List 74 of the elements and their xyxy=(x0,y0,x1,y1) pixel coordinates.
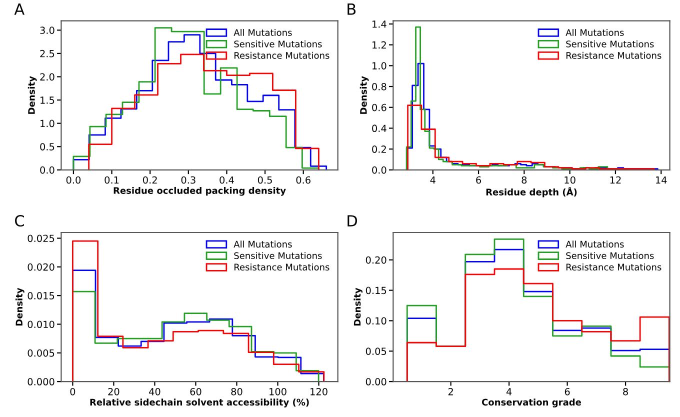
y-tick-label: 0.000 xyxy=(28,378,54,386)
y-tick-label: 0.4 xyxy=(372,124,386,132)
y-tick-label: 0.005 xyxy=(28,349,54,357)
legend-label: All Mutations xyxy=(234,240,292,248)
x-tick-label: 80 xyxy=(231,388,242,396)
legend-label: Resistance Mutations xyxy=(566,264,662,271)
chart-title: A xyxy=(14,4,24,15)
y-tick-label: 0.00 xyxy=(366,378,386,386)
x-axis-title: Relative sidechain solvent accessibility (%) xyxy=(90,398,309,408)
y-tick-label: 1.4 xyxy=(372,20,386,28)
legend-label: Sensitive Mutations xyxy=(566,252,654,260)
x-tick-label: 60 xyxy=(190,388,202,396)
legend-label: Sensitive Mutations xyxy=(566,40,654,48)
x-axis-title: Conservation grade xyxy=(482,398,582,408)
y-tick-label: 0.05 xyxy=(366,348,386,355)
x-tick-label: 20 xyxy=(108,388,120,396)
y-tick-label: 0.020 xyxy=(28,263,54,271)
y-tick-label: 0.20 xyxy=(366,256,386,264)
y-axis-title: Density xyxy=(360,76,369,114)
x-tick-label: 4 xyxy=(506,388,512,396)
x-tick-label: 0 xyxy=(70,388,76,396)
x-tick-label: 0.4 xyxy=(220,176,234,184)
y-tick-label: 0.10 xyxy=(366,317,386,325)
y-axis-title: Density xyxy=(28,76,37,114)
x-tick-label: 14 xyxy=(656,176,667,184)
y-tick-label: 3.0 xyxy=(40,26,54,34)
chart-title: C xyxy=(15,215,24,227)
y-tick-label: 1.5 xyxy=(40,96,54,104)
x-tick-label: 10 xyxy=(564,176,576,184)
y-tick-label: 0.5 xyxy=(40,143,54,150)
y-tick-label: 0.015 xyxy=(28,292,54,300)
y-tick-label: 0.025 xyxy=(28,234,54,242)
legend-label: All Mutations xyxy=(566,28,624,36)
legend-label: Resistance Mutations xyxy=(566,52,662,59)
y-tick-label: 0.15 xyxy=(366,286,386,294)
y-axis-title: Density xyxy=(16,288,24,326)
legend-label: Resistance Mutations xyxy=(234,52,330,59)
y-tick-label: 0.010 xyxy=(28,320,54,328)
x-tick-label: 6 xyxy=(476,176,482,184)
legend-label: All Mutations xyxy=(566,240,624,248)
y-tick-label: 0.8 xyxy=(372,82,386,90)
y-tick-label: 1.2 xyxy=(372,41,386,49)
x-tick-label: 8 xyxy=(623,388,628,396)
x-tick-label: 0.2 xyxy=(143,176,157,184)
y-axis-title: Density xyxy=(354,288,362,326)
x-tick-label: 0.1 xyxy=(104,176,119,184)
x-tick-label: 0.5 xyxy=(258,176,272,184)
x-tick-label: 0.0 xyxy=(66,176,81,184)
y-tick-label: 2.5 xyxy=(40,50,54,58)
x-axis-title: Residue depth (Å) xyxy=(486,186,577,198)
y-tick-label: 0.2 xyxy=(372,146,386,153)
x-tick-label: 40 xyxy=(149,388,160,396)
y-tick-label: 1.0 xyxy=(40,120,54,128)
x-tick-label: 2 xyxy=(448,388,453,396)
x-tick-label: 100 xyxy=(270,388,286,396)
x-tick-label: 120 xyxy=(310,388,328,396)
y-tick-label: 2.0 xyxy=(40,73,54,81)
x-tick-label: 6 xyxy=(564,388,570,396)
y-tick-label: 0.6 xyxy=(372,104,386,112)
x-tick-label: 4 xyxy=(430,176,436,184)
x-tick-label: 12 xyxy=(610,176,621,184)
y-tick-label: 0.0 xyxy=(40,166,54,174)
legend-label: All Mutations xyxy=(234,28,292,36)
legend-label: Resistance Mutations xyxy=(234,264,330,271)
legend-label: Sensitive Mutations xyxy=(234,252,322,260)
legend-label: Sensitive Mutations xyxy=(234,40,322,48)
x-tick-label: 0.6 xyxy=(296,176,310,184)
x-axis-title: Residue occluded packing density xyxy=(114,186,286,196)
chart-title: D xyxy=(348,215,357,226)
y-tick-label: 1.0 xyxy=(372,62,386,70)
y-tick-label: 0.0 xyxy=(372,166,386,174)
x-tick-label: 8 xyxy=(522,176,527,184)
chart-title: B xyxy=(348,4,356,15)
x-tick-label: 0.3 xyxy=(181,176,196,184)
